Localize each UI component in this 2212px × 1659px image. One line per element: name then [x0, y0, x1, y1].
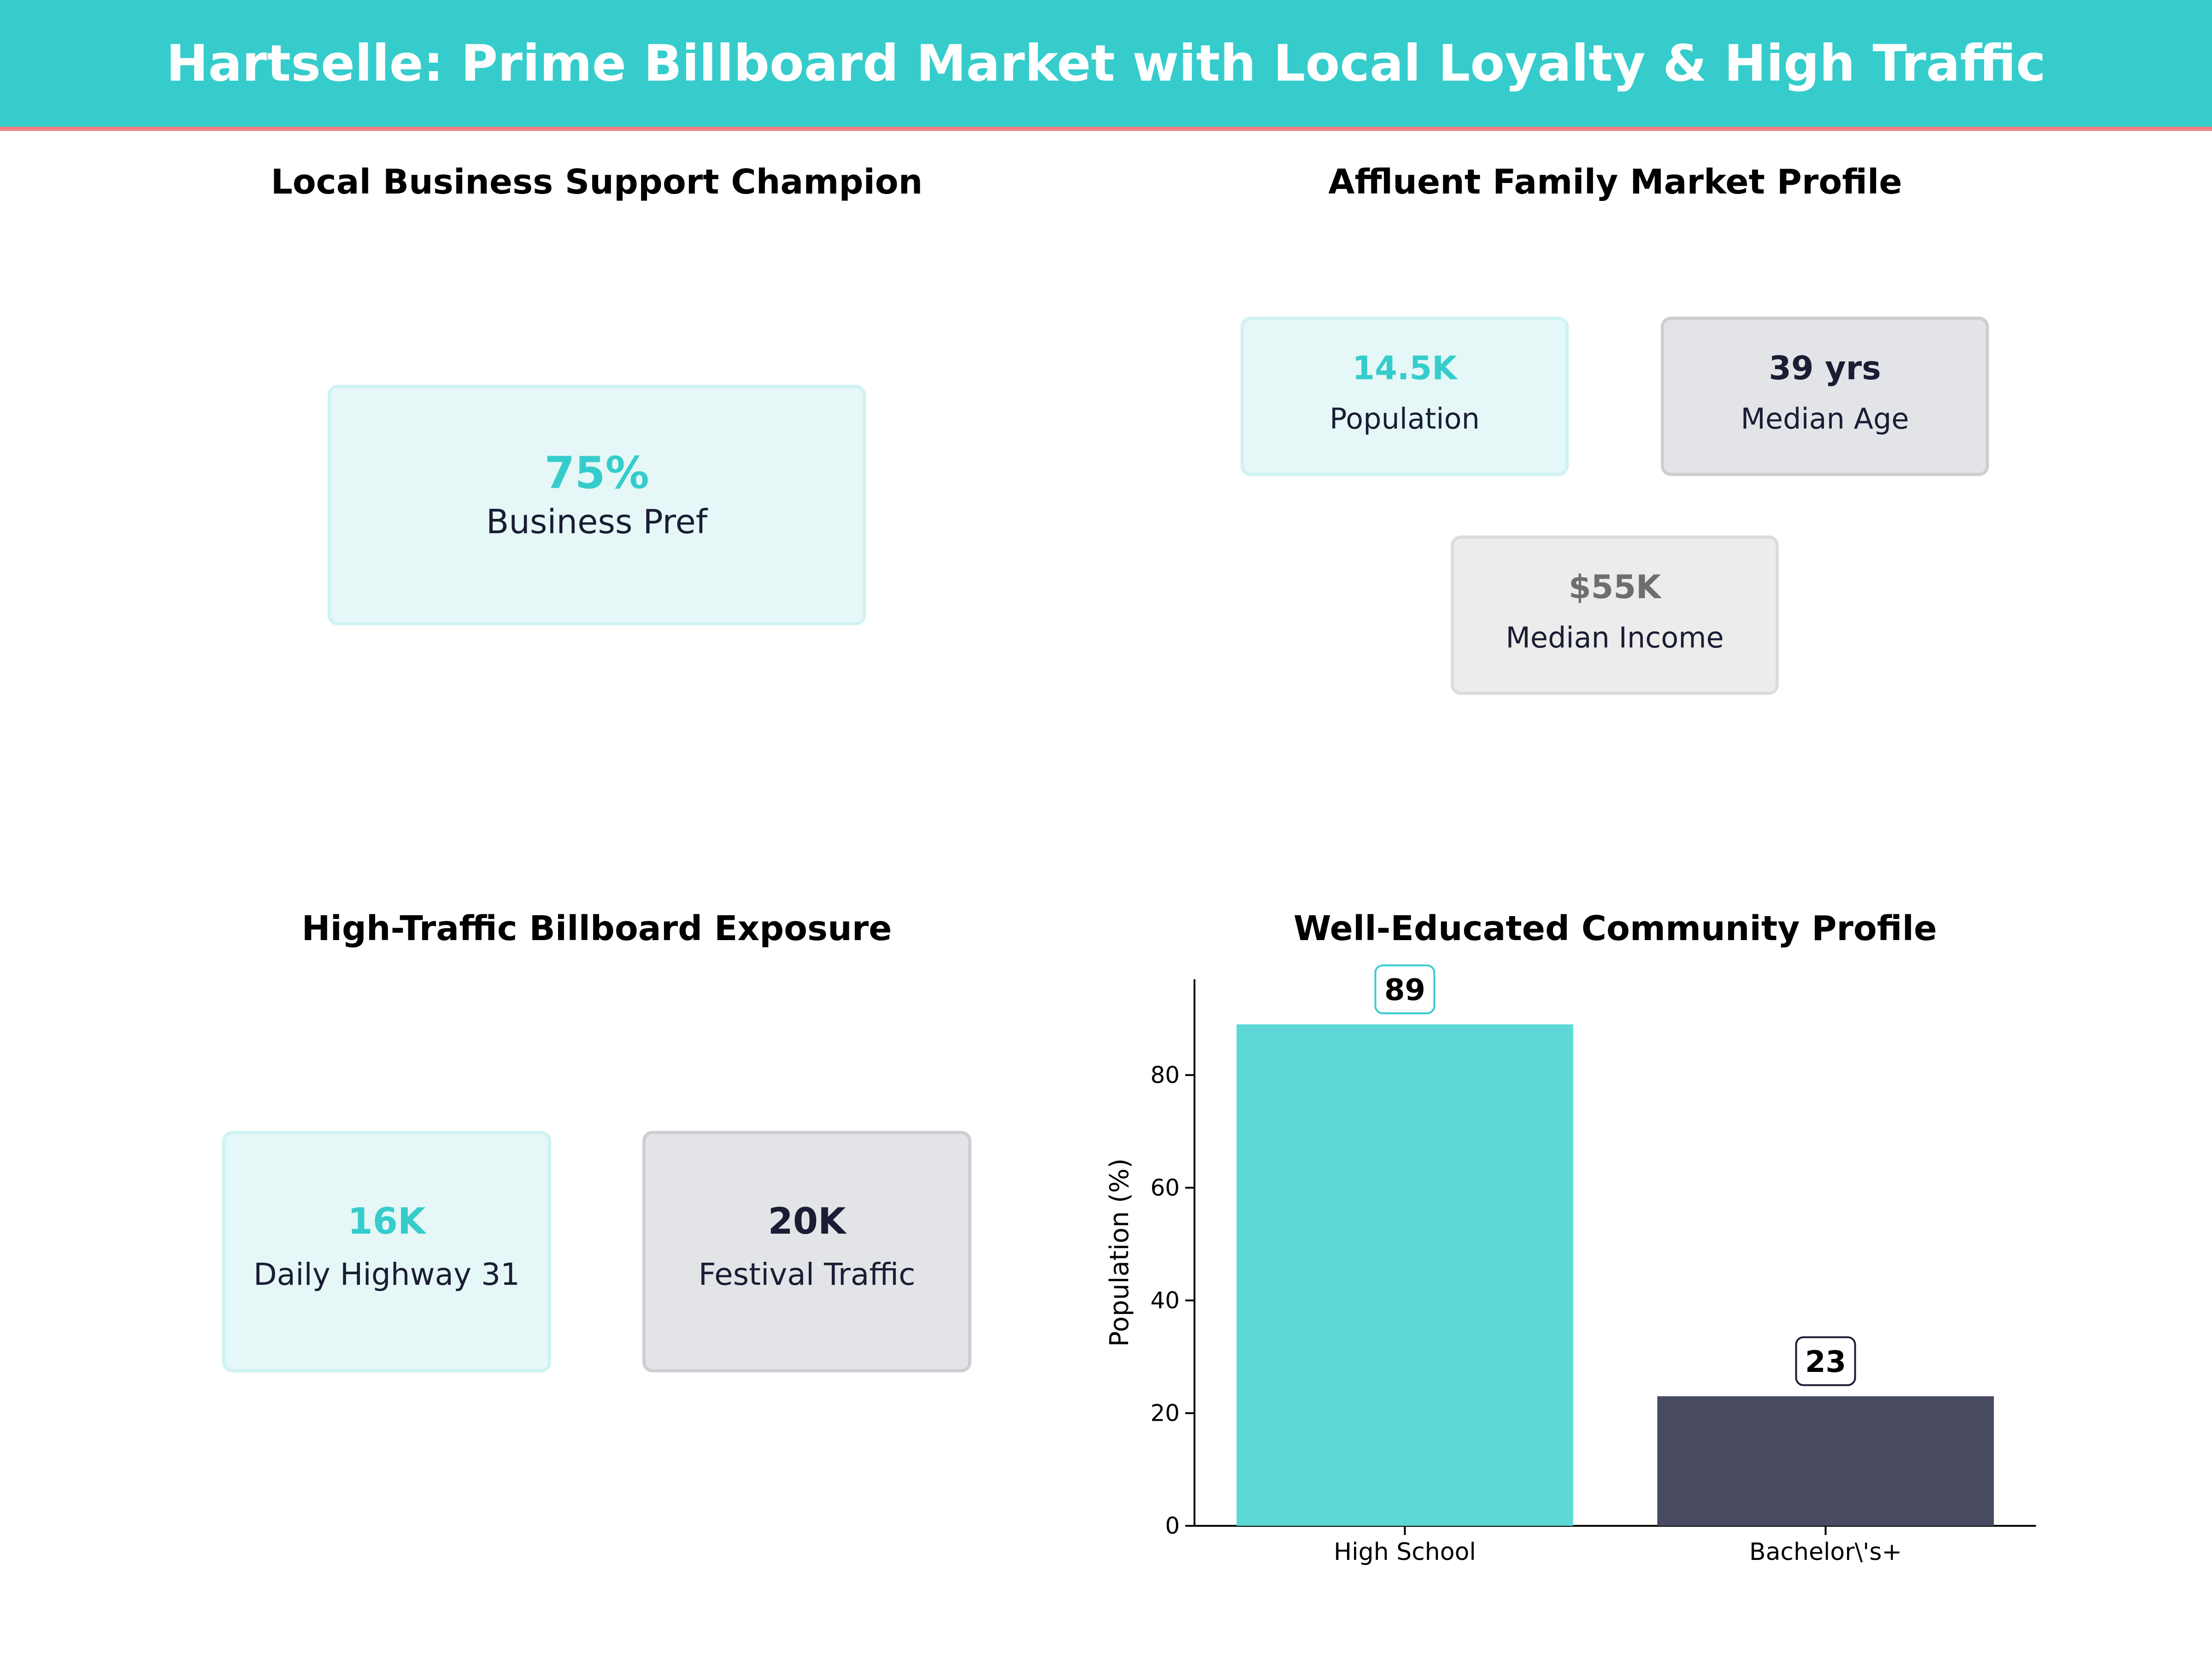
median-age-value: 39 yrs [1769, 349, 1881, 387]
bar [1236, 1024, 1573, 1526]
y-tick-label: 40 [1150, 1287, 1180, 1314]
business-panel-title: Local Business Support Champion [271, 162, 923, 202]
family-panel-title: Affluent Family Market Profile [1328, 162, 1902, 202]
festival-traffic-card: 20K Festival Traffic [642, 1131, 971, 1372]
daily-highway-value: 16K [347, 1201, 426, 1242]
data-label: 23 [1805, 1345, 1846, 1379]
education-panel-title: Well-Educated Community Profile [1293, 909, 1937, 948]
daily-highway-label: Daily Highway 31 [253, 1257, 520, 1292]
business-pref-card: 75% Business Pref [328, 385, 866, 625]
data-label: 89 [1384, 973, 1425, 1007]
x-tick-label: High School [1334, 1538, 1476, 1566]
festival-traffic-value: 20K [768, 1201, 846, 1242]
data-label-box [1795, 1336, 1856, 1386]
business-pref-value: 75% [544, 448, 649, 499]
data-label-box [1374, 964, 1435, 1014]
median-age-card: 39 yrs Median Age [1661, 317, 1989, 476]
traffic-panel-title: High-Traffic Billboard Exposure [301, 909, 892, 948]
median-income-card: $55K Median Income [1451, 535, 1779, 695]
median-income-value: $55K [1568, 568, 1661, 606]
population-card: 14.5K Population [1241, 317, 1569, 476]
daily-highway-card: 16K Daily Highway 31 [222, 1131, 551, 1372]
y-tick-label: 60 [1150, 1174, 1180, 1201]
y-axis-label: Population (%) [1105, 1159, 1135, 1347]
y-tick-label: 20 [1150, 1400, 1180, 1426]
y-tick-label: 80 [1150, 1062, 1180, 1088]
median-income-label: Median Income [1506, 621, 1724, 654]
median-age-label: Median Age [1741, 402, 1909, 435]
y-tick-label: 0 [1165, 1512, 1180, 1539]
population-value: 14.5K [1352, 349, 1457, 387]
header-banner: Hartselle: Prime Billboard Market with L… [0, 0, 2212, 131]
population-label: Population [1330, 402, 1480, 435]
festival-traffic-label: Festival Traffic [698, 1257, 916, 1292]
business-pref-label: Business Pref [486, 502, 708, 541]
page-title: Hartselle: Prime Billboard Market with L… [166, 34, 2046, 93]
x-tick-label: Bachelor\'s+ [1749, 1538, 1902, 1566]
bar [1657, 1396, 1994, 1526]
